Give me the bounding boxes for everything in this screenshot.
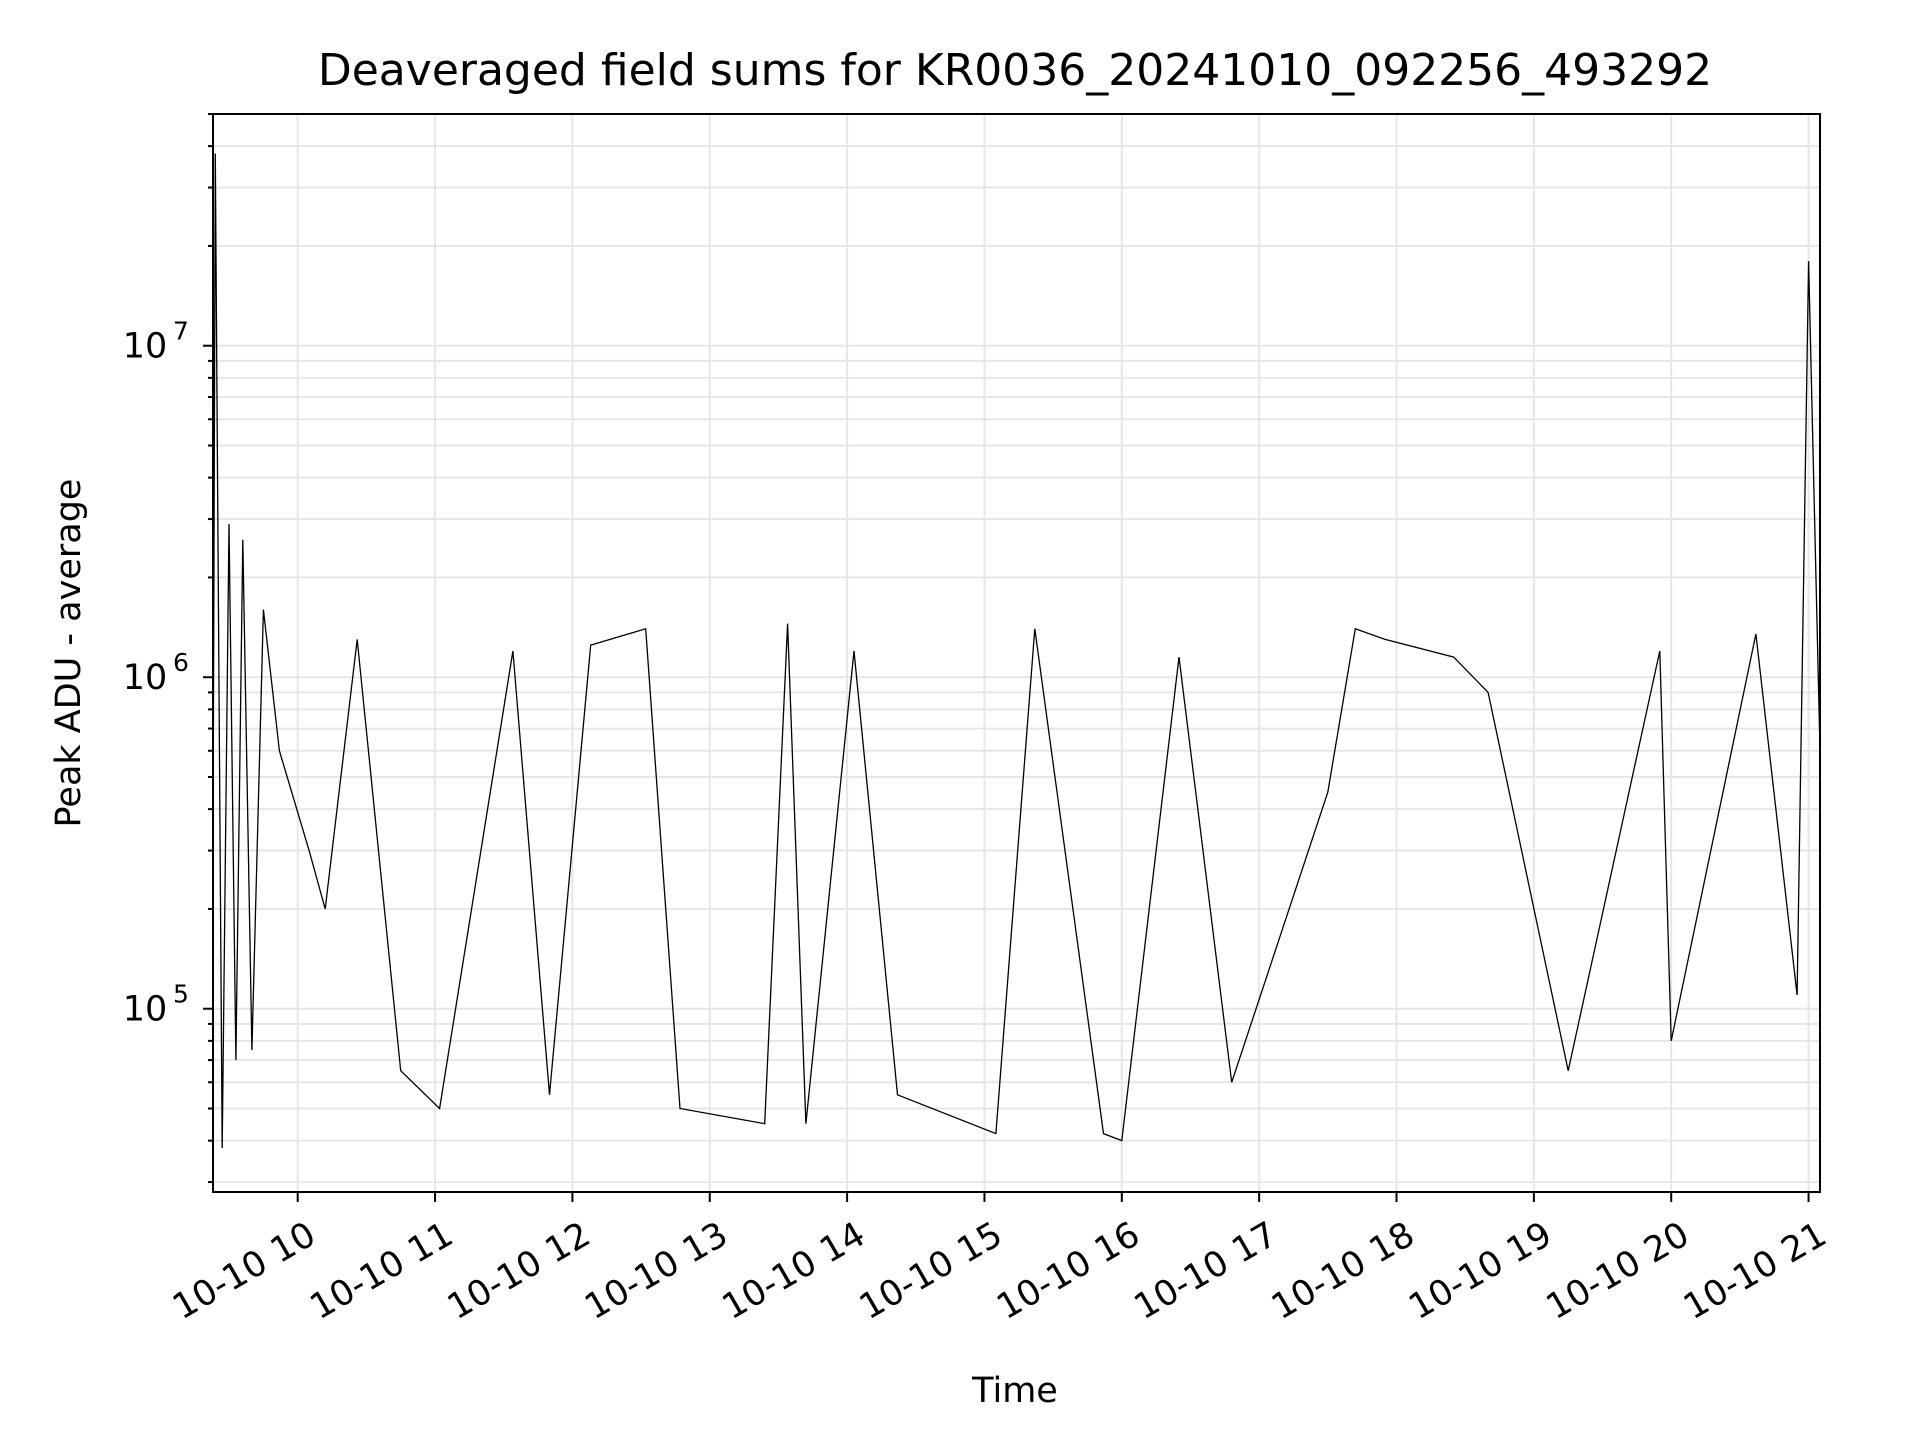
y-tick-label: 10 — [123, 658, 168, 698]
series-layer — [212, 153, 1821, 1149]
x-axis-label: Time — [971, 1371, 1058, 1411]
x-tick-label: 10-10 12 — [441, 1215, 597, 1328]
y-tick-label: 10 — [123, 327, 168, 367]
y-tick-exponent: 7 — [173, 317, 189, 346]
plot-frame — [212, 113, 1821, 1193]
series-line — [212, 153, 1821, 1149]
x-tick-label: 10-10 21 — [1677, 1215, 1833, 1328]
y-tick-exponent: 6 — [173, 648, 189, 677]
x-tick-label: 10-10 14 — [716, 1215, 872, 1328]
x-tick-label: 10-10 11 — [304, 1215, 460, 1328]
x-tick-label: 10-10 10 — [166, 1215, 322, 1328]
x-tick-label: 10-10 20 — [1540, 1215, 1696, 1328]
x-tick-label: 10-10 13 — [578, 1215, 734, 1328]
x-tick-label: 10-10 16 — [990, 1215, 1146, 1328]
x-tick-label: 10-10 19 — [1402, 1215, 1558, 1328]
x-tick-label: 10-10 17 — [1128, 1215, 1284, 1328]
y-axis-label: Peak ADU - average — [49, 479, 89, 828]
y-tick-exponent: 5 — [173, 980, 189, 1009]
y-tick-label: 10 — [123, 990, 168, 1030]
x-tick-label: 10-10 15 — [853, 1215, 1009, 1328]
chart-title: Deaveraged field sums for KR0036_2024101… — [318, 45, 1712, 96]
grid — [213, 113, 1820, 1192]
x-tick-label: 10-10 18 — [1265, 1215, 1421, 1328]
